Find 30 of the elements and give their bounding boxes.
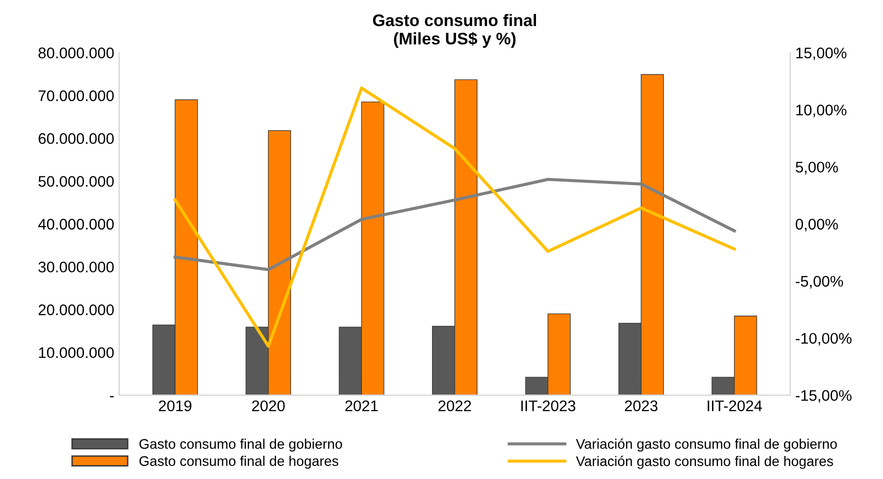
y-tick-label: 10.000.000 <box>39 347 114 358</box>
y2-tick-label: -15,00% <box>796 390 852 403</box>
chart-title: Gasto consumo final (Miles US$ y %) <box>373 14 536 48</box>
line-series <box>174 86 736 348</box>
y-tick-label: 30.000.000 <box>38 262 114 272</box>
legend-label: Variación gasto consumo final de hogares <box>576 456 834 469</box>
y-tick-label: 80.000.000 <box>38 48 114 58</box>
x-tick-label: 2019 <box>158 400 192 412</box>
y2-tick-label: -5,00% <box>796 276 844 289</box>
y-tick-label: - <box>110 396 114 398</box>
legend-label: Gasto consumo final de gobierno <box>139 438 342 452</box>
y-tick-label: 60.000.000 <box>38 133 114 144</box>
y2-tick-label: 10,00% <box>796 104 846 118</box>
y-tick-label: 40.000.000 <box>38 218 114 230</box>
y2-tick-label: 0,00% <box>796 218 838 232</box>
line-series <box>174 178 736 272</box>
x-tick-label: 2023 <box>624 400 658 412</box>
y-tick-label: 50.000.000 <box>38 176 114 187</box>
y2-tick-label: 15,00% <box>796 48 846 60</box>
y2-tick-label: -10,00% <box>796 332 852 346</box>
y-tick-label: 20.000.000 <box>38 304 114 316</box>
x-tick-label: 2020 <box>252 400 285 412</box>
legend-label: Gasto consumo final de hogares <box>139 456 338 469</box>
x-tick-label: 2021 <box>345 400 378 412</box>
legend-label: Variación gasto consumo final de gobierno <box>576 438 837 452</box>
x-tick-label: IIT-2023 <box>521 400 576 412</box>
x-tick-label: 2022 <box>438 400 471 412</box>
x-tick-label: IIT-2024 <box>708 400 762 412</box>
y-tick-label: 70.000.000 <box>38 90 114 102</box>
y2-tick-label: 5,00% <box>796 162 838 174</box>
